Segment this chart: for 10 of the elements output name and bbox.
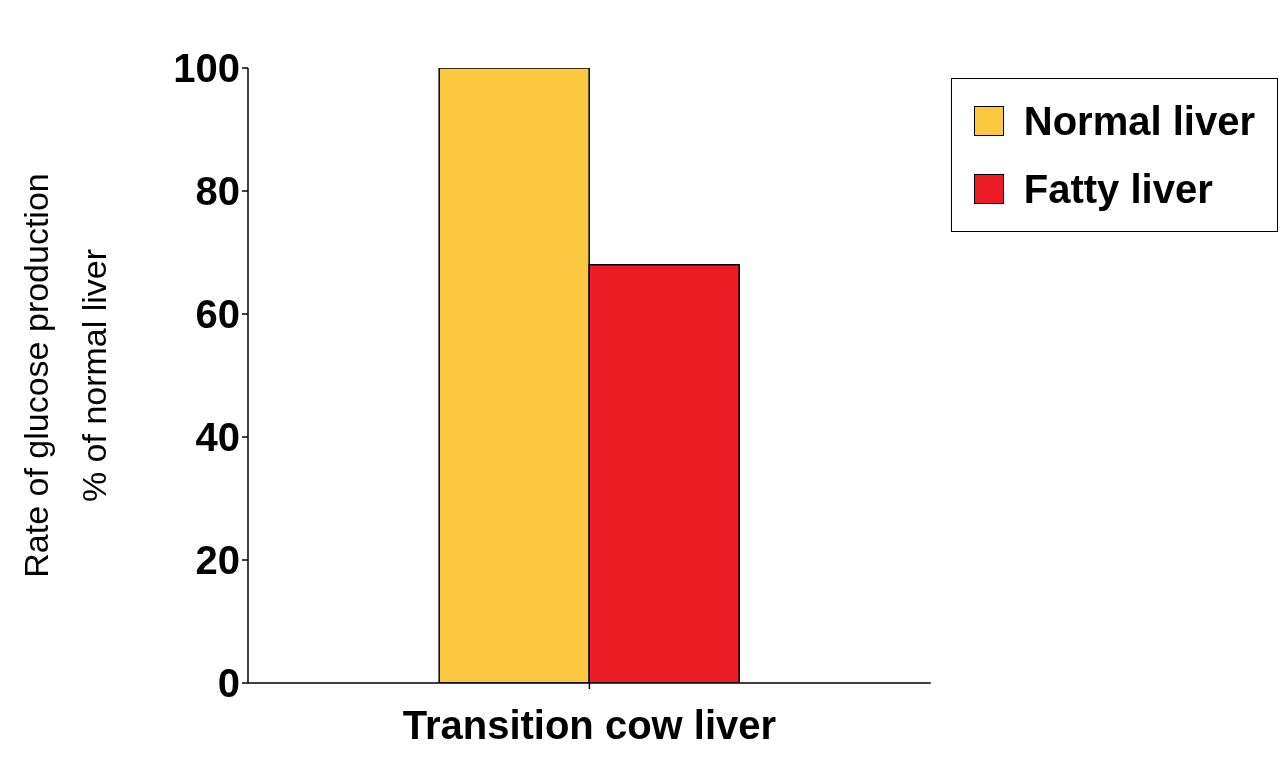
x-tick-label: Transition cow liver bbox=[402, 703, 777, 748]
y-tick-label: 0 bbox=[217, 661, 240, 706]
y-tick-label: 60 bbox=[195, 292, 240, 337]
y-tick-label: 40 bbox=[195, 415, 240, 460]
y-tick-label: 80 bbox=[195, 169, 240, 214]
legend-label: Fatty liver bbox=[1023, 166, 1213, 213]
y-tick-label: 100 bbox=[173, 46, 240, 91]
y-tick-label: 20 bbox=[195, 538, 240, 583]
y-axis-title: Rate of glucose production % of normal liver bbox=[17, 173, 113, 578]
legend-label: Normal liver bbox=[1023, 98, 1255, 145]
